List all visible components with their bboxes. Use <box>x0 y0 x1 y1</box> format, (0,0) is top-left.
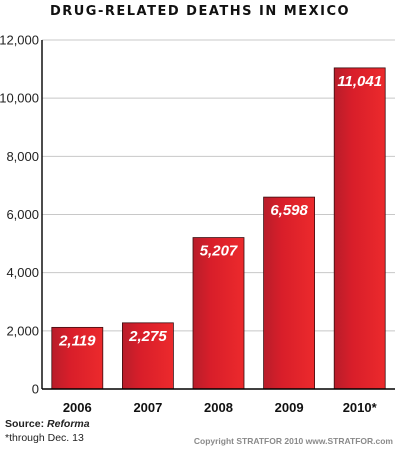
y-tick-label: 0 <box>32 382 39 397</box>
x-tick-label: 2006 <box>63 400 92 415</box>
data-label: 2,119 <box>58 332 96 349</box>
chart-title: DRUG-RELATED DEATHS IN MEXICO <box>50 4 350 19</box>
y-axis: 0 2,000 4,000 6,000 8,000 10,000 12,000 <box>0 33 43 397</box>
bar <box>192 237 245 390</box>
x-tick-label: 2007 <box>133 400 162 415</box>
y-tick-label: 2,000 <box>6 323 39 338</box>
footnote: *through Dec. 13 <box>5 432 84 444</box>
bar <box>122 322 174 390</box>
y-tick-label: 4,000 <box>6 265 39 280</box>
source-prefix: Source: <box>5 418 47 430</box>
source-note: Source: Reforma <box>5 418 90 430</box>
x-axis: 2006 2007 2008 2009 2010* <box>42 388 395 415</box>
y-tick-label: 8,000 <box>6 149 39 164</box>
data-label: 6,598 <box>270 202 308 219</box>
source-name: Reforma <box>47 418 90 430</box>
copyright: Copyright STRATFOR 2010 www.STRATFOR.com <box>194 436 394 446</box>
bar <box>263 196 316 390</box>
bar <box>333 67 386 390</box>
data-label: 11,041 <box>337 73 382 90</box>
x-tick-label: 2008 <box>204 400 233 415</box>
x-tick-label: 2009 <box>275 400 304 415</box>
y-tick-label: 6,000 <box>6 207 39 222</box>
data-label: 5,207 <box>200 243 238 260</box>
data-label: 2,275 <box>128 328 167 345</box>
y-tick-label: 12,000 <box>0 33 39 48</box>
y-tick-label: 10,000 <box>0 91 39 106</box>
bars: 2,119 2,275 5,207 6,598 11,041 <box>51 67 386 390</box>
x-tick-label: 2010* <box>343 400 378 415</box>
